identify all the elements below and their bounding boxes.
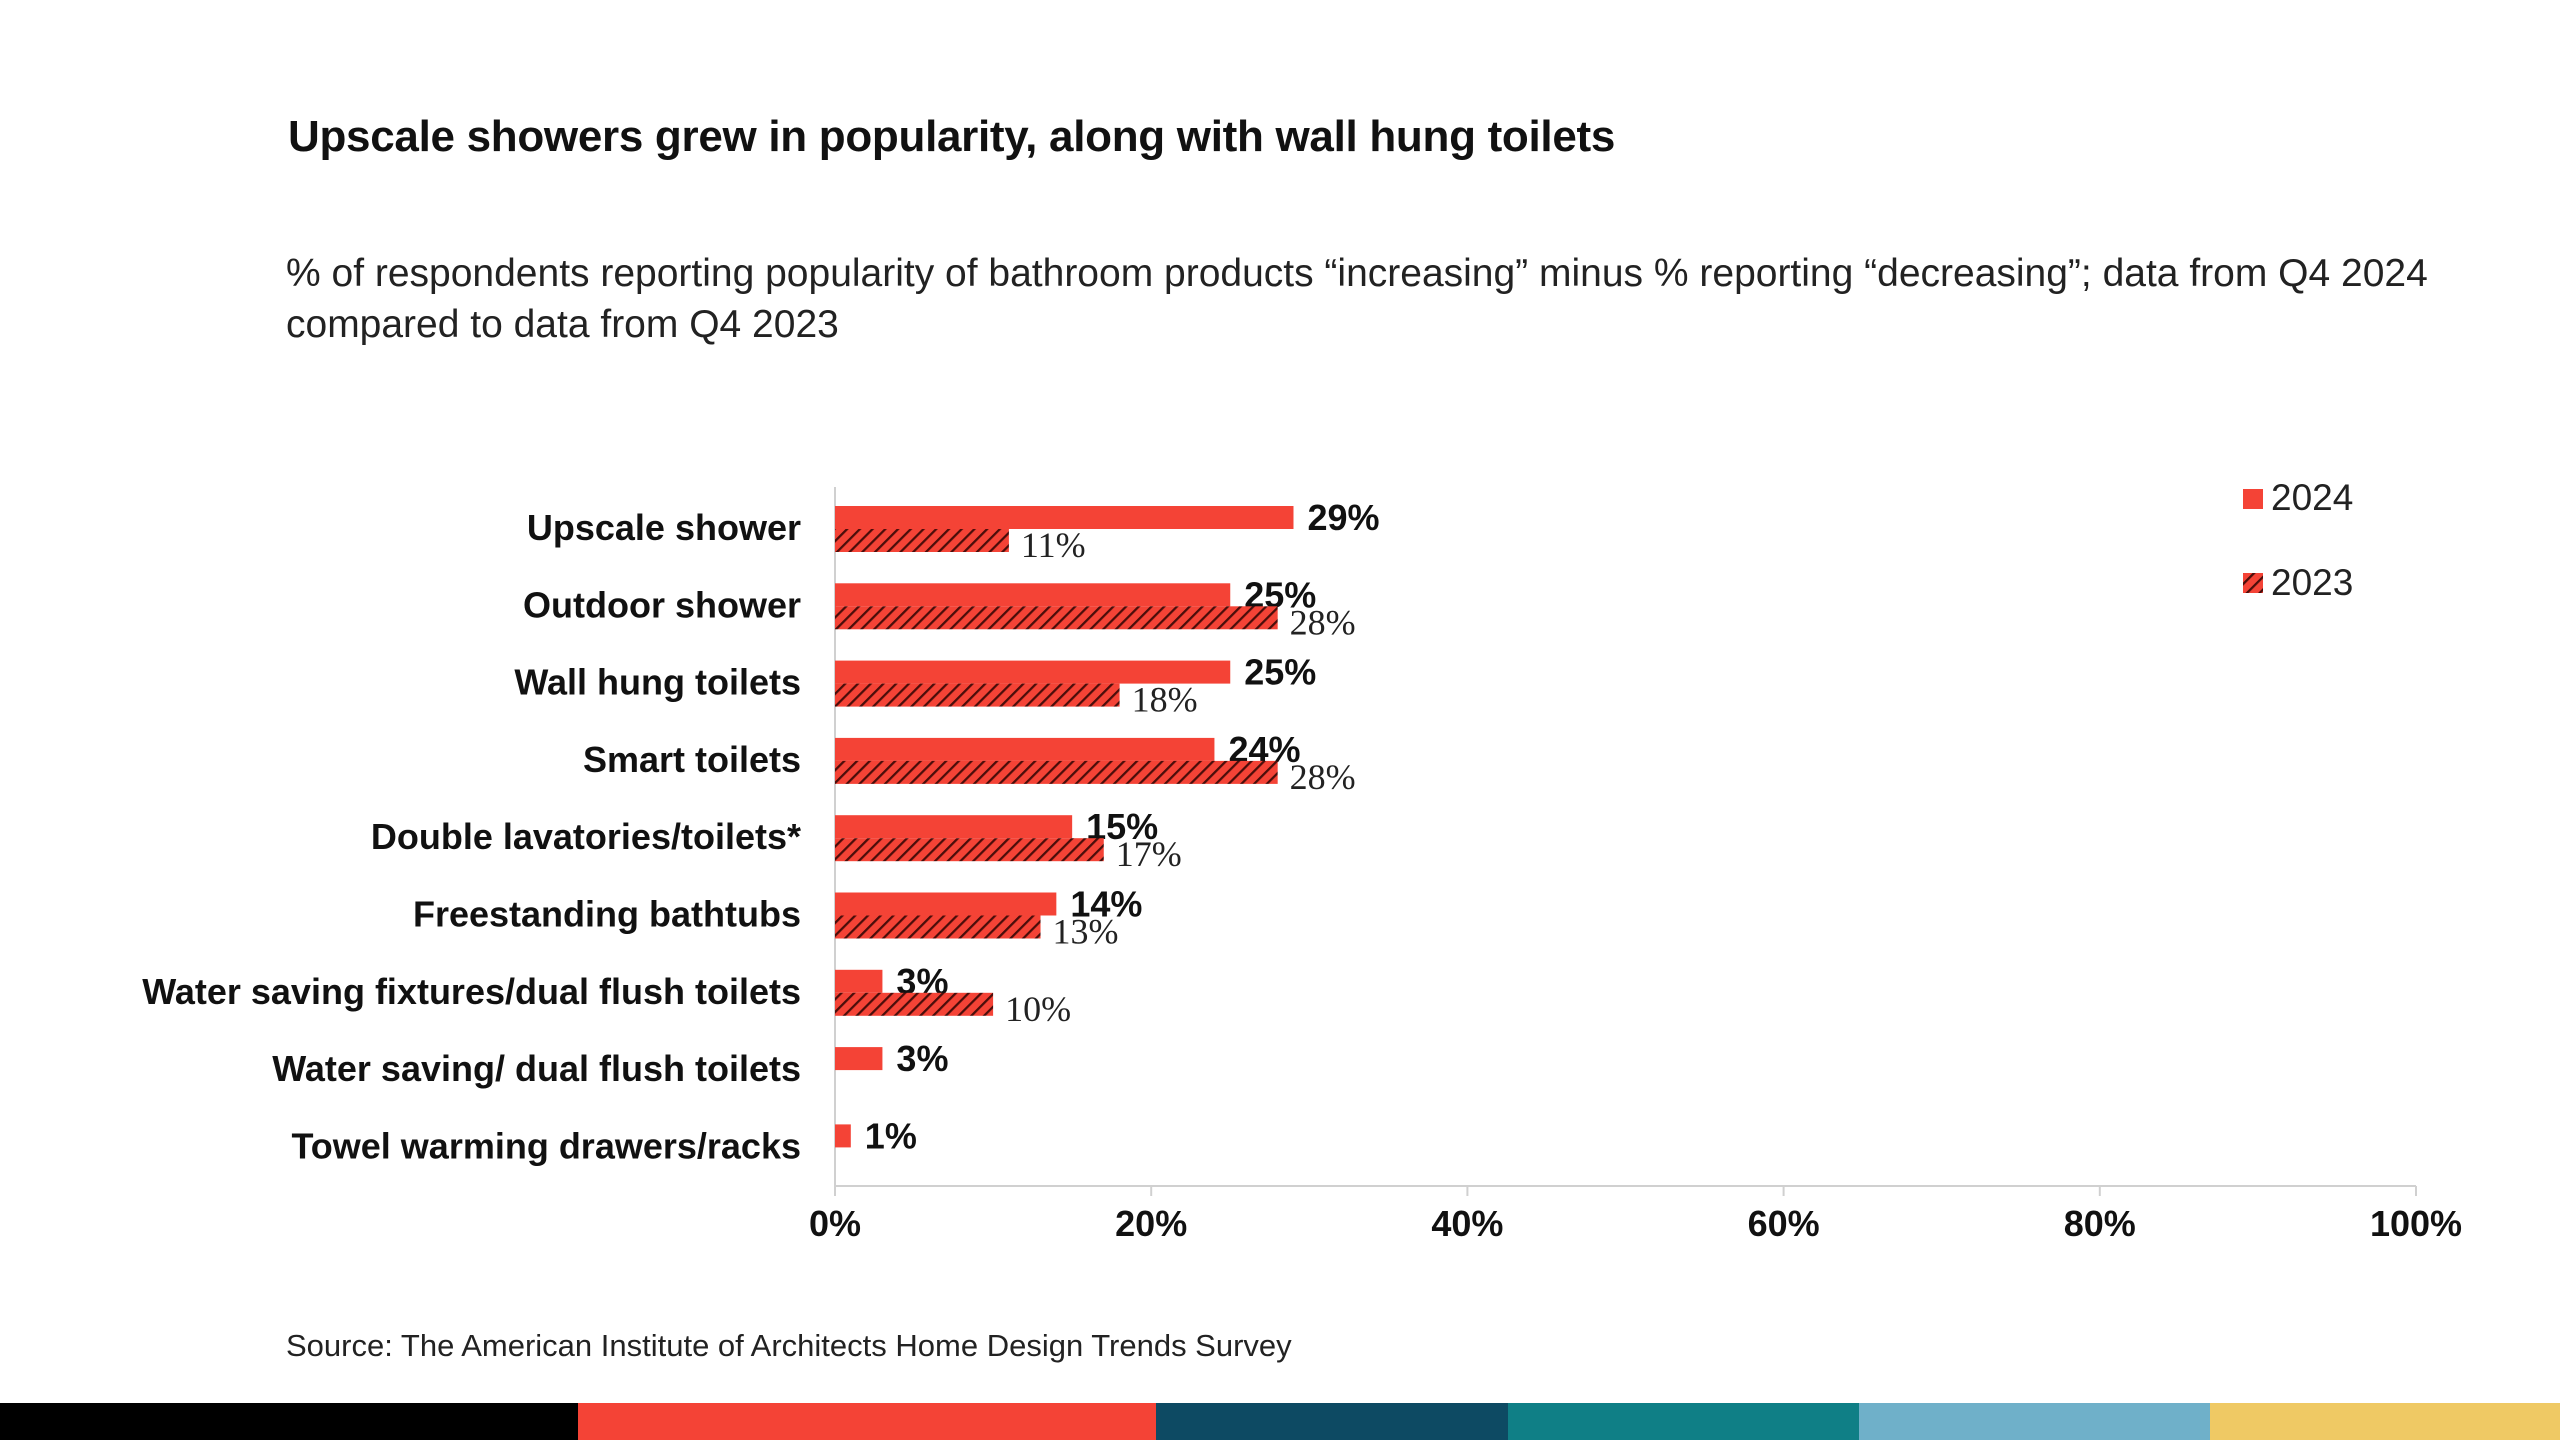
color-strip-segment	[1859, 1403, 2210, 1440]
source-note: Source: The American Institute of Archit…	[286, 1328, 1292, 1363]
color-strip-segment	[2210, 1403, 2560, 1440]
data-label-2023: 17%	[1116, 834, 1182, 874]
bar-chart: 0% 20% 40% 60% 80% 100% Upscale shower 29% 11% Ou…	[142, 477, 2462, 1244]
data-label-2023: 11%	[1021, 525, 1086, 565]
category-label: Water saving/ dual flush toilets	[272, 1048, 801, 1089]
bar-2024	[835, 1047, 883, 1071]
legend: 2024 2023	[2243, 477, 2353, 603]
bar-2024	[835, 660, 1231, 684]
x-tick-label: 0%	[809, 1203, 861, 1244]
data-label-2024: 29%	[1307, 497, 1379, 538]
bar-2023	[835, 683, 1120, 707]
data-label-2023: 13%	[1053, 912, 1119, 952]
bar-2023	[835, 915, 1041, 939]
x-tick-label: 40%	[1431, 1203, 1503, 1244]
footer-color-strip	[0, 1403, 2560, 1440]
chart-subtitle: % of respondents reporting popularity of…	[286, 252, 2428, 346]
legend-label-2023: 2023	[2271, 562, 2353, 603]
category-label: Wall hung toilets	[514, 662, 801, 703]
category-label: Towel warming drawers/racks	[291, 1125, 801, 1166]
category-label: Double lavatories/toilets*	[371, 816, 801, 857]
chart-title: Upscale showers grew in popularity, alon…	[288, 112, 1616, 161]
plot-area: 0% 20% 40% 60% 80% 100% Upscale shower 29% 11% Ou…	[142, 487, 2462, 1244]
legend-swatch-2023	[2243, 573, 2263, 593]
legend-swatch-2024	[2243, 489, 2263, 509]
color-strip-segment	[578, 1403, 1156, 1440]
bar-2024	[835, 815, 1073, 839]
bar-2023	[835, 992, 994, 1016]
bar-2024	[835, 969, 883, 993]
category-label: Water saving fixtures/dual flush toilets	[142, 971, 801, 1012]
data-label-2023: 10%	[1005, 989, 1071, 1029]
x-tick-label: 100%	[2370, 1203, 2462, 1244]
bar-2024	[835, 583, 1231, 607]
bar-2024	[835, 506, 1294, 529]
legend-label-2024: 2024	[2271, 477, 2353, 518]
data-label-2024: 25%	[1244, 652, 1316, 693]
bar-2024	[835, 737, 1215, 761]
category-label: Freestanding bathtubs	[413, 894, 801, 935]
x-tick-label: 80%	[2064, 1203, 2136, 1244]
data-label-2023: 28%	[1290, 602, 1356, 642]
bar-2023	[835, 838, 1104, 862]
category-label: Upscale shower	[527, 507, 801, 548]
bar-2024	[835, 1124, 851, 1148]
bar-2023	[835, 760, 1278, 784]
color-strip-segment	[0, 1403, 578, 1440]
bar-2023	[835, 606, 1278, 630]
category-label: Smart toilets	[583, 739, 801, 780]
bar-2023	[835, 529, 1009, 552]
x-tick-label: 60%	[1748, 1203, 1820, 1244]
data-label-2023: 18%	[1132, 680, 1198, 720]
category-label: Outdoor shower	[523, 584, 801, 625]
color-strip-segment	[1156, 1403, 1508, 1440]
data-label-2024: 14%	[1070, 884, 1142, 925]
data-label-2023: 28%	[1290, 757, 1356, 797]
color-strip-segment	[1508, 1403, 1859, 1440]
data-label-2024: 3%	[896, 1038, 948, 1079]
x-tick-label: 20%	[1115, 1203, 1187, 1244]
bar-2024	[835, 892, 1057, 916]
data-label-2024: 1%	[865, 1115, 917, 1156]
